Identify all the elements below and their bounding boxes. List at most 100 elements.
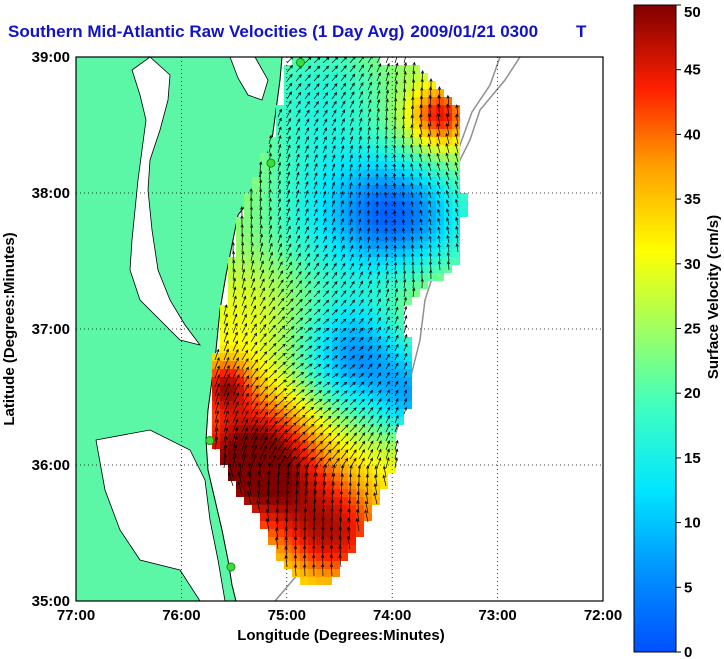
field-cell <box>276 329 284 337</box>
colorbar-tick-label: 20 <box>684 385 701 402</box>
field-cell <box>308 257 316 265</box>
field-cell <box>228 425 236 433</box>
field-cell <box>276 545 284 553</box>
field-cell <box>220 369 228 377</box>
velocity-arrow <box>241 410 249 424</box>
velocity-arrow <box>427 133 432 145</box>
velocity-arrow <box>241 332 248 343</box>
velocity-arrow <box>286 234 291 244</box>
field-cell <box>308 121 316 129</box>
field-cell <box>292 57 300 65</box>
velocity-arrow <box>331 163 336 172</box>
field-cell <box>252 401 260 409</box>
field-cell <box>260 257 268 265</box>
field-cell <box>324 561 332 569</box>
field-cell <box>300 153 308 161</box>
field-cell <box>356 401 364 409</box>
velocity-arrow <box>384 182 388 190</box>
field-cell <box>332 281 340 289</box>
velocity-arrow <box>268 260 274 271</box>
velocity-arrow <box>214 373 221 388</box>
velocity-arrow <box>393 227 397 235</box>
velocity-arrow <box>259 351 268 361</box>
velocity-arrow <box>259 394 269 406</box>
velocity-arrow <box>240 205 244 217</box>
field-cell <box>348 449 356 457</box>
field-cell <box>340 281 348 289</box>
field-cell <box>324 409 332 417</box>
velocity-arrow <box>313 154 318 163</box>
field-cell <box>340 113 348 121</box>
velocity-arrow <box>394 306 399 316</box>
field-cell <box>236 257 244 265</box>
field-cell <box>372 113 380 121</box>
velocity-arrow <box>393 218 397 226</box>
field-cell <box>300 265 308 273</box>
field-cell <box>356 289 364 297</box>
field-cell <box>292 137 300 145</box>
field-cell <box>380 313 388 321</box>
velocity-arrow <box>349 108 354 118</box>
colorbar-tick-label: 30 <box>684 256 701 273</box>
field-cell <box>308 81 316 89</box>
velocity-arrow <box>349 440 357 451</box>
velocity-arrow <box>322 118 328 127</box>
velocity-arrow <box>394 71 399 82</box>
field-cell <box>284 553 292 561</box>
field-cell <box>268 217 276 225</box>
velocity-arrow <box>385 71 390 82</box>
velocity-arrow <box>313 432 324 442</box>
velocity-arrow <box>392 172 397 181</box>
field-cell <box>260 441 268 449</box>
velocity-arrow <box>322 127 327 136</box>
velocity-arrow <box>376 107 380 118</box>
velocity-arrow <box>358 235 362 244</box>
velocity-arrow <box>231 241 235 253</box>
velocity-arrow <box>358 108 363 118</box>
velocity-arrow <box>428 103 432 118</box>
velocity-arrow <box>394 343 399 352</box>
field-cell <box>396 401 404 409</box>
field-cell <box>316 345 324 353</box>
field-cell <box>308 137 316 145</box>
field-cell <box>380 105 388 113</box>
field-cell <box>444 201 452 209</box>
velocity-arrow <box>295 261 302 271</box>
field-cell <box>348 241 356 249</box>
field-cell <box>332 257 340 265</box>
velocity-arrow <box>349 432 358 442</box>
velocity-arrow <box>268 412 278 424</box>
velocity-arrow <box>376 398 382 406</box>
velocity-arrow <box>349 82 355 91</box>
velocity-arrow <box>286 397 297 406</box>
velocity-arrow <box>403 362 408 370</box>
colorbar-tick-label: 35 <box>684 191 701 208</box>
field-cell <box>412 137 420 145</box>
velocity-arrow <box>322 424 332 433</box>
velocity-arrow <box>385 107 389 118</box>
velocity-arrow <box>392 191 397 199</box>
field-cell <box>300 489 308 497</box>
field-cell <box>396 217 404 225</box>
velocity-arrow <box>418 143 423 154</box>
field-cell <box>372 145 380 153</box>
field-cell <box>236 401 244 409</box>
field-cell <box>292 209 300 217</box>
field-cell <box>364 137 372 145</box>
field-cell <box>324 321 332 329</box>
velocity-arrow <box>331 118 337 127</box>
field-cell <box>300 161 308 169</box>
field-cell <box>332 153 340 161</box>
field-cell <box>212 393 220 401</box>
field-cell <box>300 465 308 473</box>
velocity-arrow <box>304 217 309 226</box>
velocity-arrow <box>385 306 390 316</box>
y-axis-label: Latitude (Degrees:Minutes) <box>1 232 18 425</box>
field-cell <box>308 553 316 561</box>
velocity-arrow <box>376 440 382 451</box>
field-cell <box>340 385 348 393</box>
field-cell <box>284 545 292 553</box>
velocity-arrow <box>349 271 355 280</box>
field-cell <box>364 377 372 385</box>
